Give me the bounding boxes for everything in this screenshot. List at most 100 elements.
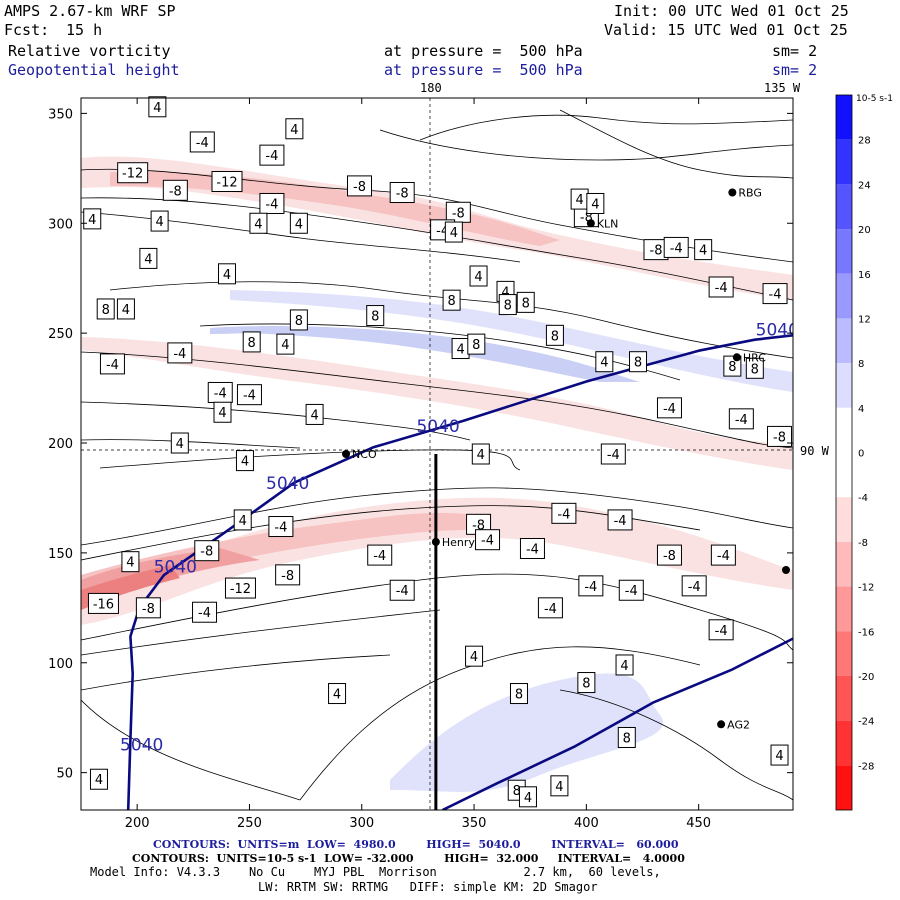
vorticity-value-label: -4 (663, 236, 689, 258)
station-name: Henry (442, 536, 476, 549)
vorticity-value-label: -8 (162, 179, 188, 201)
vorticity-label-text: 4 (155, 215, 163, 230)
vorticity-label-box (268, 516, 294, 538)
vorticity-contour-line (81, 351, 793, 449)
colorbar-segment (836, 631, 852, 676)
colorbar-tick-label: 4 (858, 404, 864, 415)
vorticity-label-box (537, 597, 563, 619)
vorticity-label-text: 4 (775, 749, 783, 764)
vorticity-label-text: -4 (274, 521, 287, 536)
vorticity-label-box (87, 592, 119, 614)
vorticity-value-label: -4 (475, 529, 501, 551)
vorticity-label-box (444, 221, 463, 243)
vorticity-label-box (617, 726, 636, 748)
vorticity-label-box (89, 768, 108, 790)
vorticity-value-label: 8 (629, 351, 648, 373)
vorticity-label-box (194, 540, 220, 562)
vorticity-value-label: -4 (259, 144, 285, 166)
vorticity-contour-line (81, 197, 793, 301)
station-dot (717, 720, 726, 729)
vorticity-label-box (217, 263, 236, 285)
colorbar-segment (836, 184, 852, 230)
vorticity-label-text: -12 (216, 176, 237, 191)
vorticity-label-text: -8 (281, 569, 294, 584)
vorticity-contour-line (81, 699, 301, 801)
colorbar-segment (836, 675, 852, 721)
vorticity-value-label: -8 (194, 540, 220, 562)
vorticity-value-label: 4 (328, 683, 347, 705)
vorticity-value-label: 4 (465, 645, 484, 667)
colorbar-tick-label: -16 (858, 627, 874, 638)
vorticity-label-box (607, 509, 633, 531)
vorticity-value-label: -8 (389, 181, 415, 203)
vorticity-value-label: 4 (595, 351, 614, 373)
vorticity-label-box (656, 544, 682, 566)
colorbar-segment (836, 765, 852, 810)
height-contour-5040 (442, 637, 793, 810)
colorbar-segment (836, 497, 852, 542)
vorticity-label-text: 4 (254, 217, 262, 232)
vorticity-value-label: 4 (150, 210, 169, 232)
colorbar-tick-label: -24 (858, 717, 874, 728)
colorbar-tick-label: 8 (858, 359, 864, 370)
vorticity-label-box (275, 564, 301, 586)
vorticity-label-text: 4 (333, 688, 341, 703)
vorticity-label-text: -4 (481, 534, 494, 549)
vorticity-value-label: 8 (745, 357, 764, 379)
vorticity-value-label: -4 (367, 544, 393, 566)
vorticity-contour-line (199, 323, 681, 381)
vorticity-label-box (545, 324, 564, 346)
forecast-value: 15 h (66, 21, 103, 39)
vorticity-label-box (663, 236, 689, 258)
vorticity-label-text: 4 (218, 406, 226, 421)
vorticity-fill-band (81, 513, 480, 600)
vorticity-label-box (509, 683, 528, 705)
vorticity-label-text: 8 (515, 688, 523, 703)
plot-frame (80, 97, 794, 811)
vorticity-value-label: -4 (600, 443, 626, 465)
vorticity-value-label: 4 (233, 509, 252, 531)
vorticity-label-box (516, 291, 535, 313)
x-axis-tick-label: 200 (125, 816, 150, 831)
vorticity-value-label: -4 (389, 579, 415, 601)
vorticity-value-label: 4 (444, 221, 463, 243)
y-axis-tick-label: 150 (48, 547, 73, 562)
vorticity-contour-line (81, 654, 391, 691)
vorticity-label-text: -4 (265, 149, 278, 164)
station-kln: KLN (586, 217, 618, 230)
colorbar-segment (836, 318, 852, 364)
y-axis-tick-label: 200 (48, 437, 73, 452)
vorticity-label-box (600, 443, 626, 465)
height-contour-label: 5040 (266, 474, 309, 494)
vorticity-label-box (259, 144, 285, 166)
footer-vorticity-contours: CONTOURS: UNITS=10-5 s-1 LOW= -32.000 HI… (132, 852, 685, 865)
vorticity-label-text: -4 (265, 197, 278, 212)
station-name: AG2 (727, 718, 750, 731)
vorticity-value-label: -8 (445, 201, 471, 223)
station-dot-edge (782, 566, 790, 574)
model-title: AMPS 2.67-km WRF SP (4, 2, 176, 20)
vorticity-label-text: -4 (243, 389, 256, 404)
vorticity-label-text: 4 (144, 252, 152, 267)
vorticity-label-text: -4 (584, 580, 597, 595)
colorbar-unit-label: 10-5 s-1 (856, 94, 893, 104)
vorticity-value-label: -4 (762, 283, 788, 305)
vorticity-label-box (117, 162, 149, 184)
vorticity-label-box (367, 544, 393, 566)
vorticity-value-label: 4 (471, 443, 490, 465)
vorticity-contour-line (559, 109, 793, 179)
vorticity-label-text: -4 (769, 288, 782, 303)
vorticity-label-box (224, 577, 256, 599)
vorticity-label-text: 4 (575, 193, 583, 208)
colorbar-tick-label: -4 (858, 493, 868, 504)
vorticity-value-label: -8 (643, 239, 669, 261)
vorticity-label-box (629, 351, 648, 373)
vorticity-value-label: 8 (442, 289, 461, 311)
y-axis-tick-label: 100 (48, 657, 73, 672)
vorticity-value-label: -4 (167, 342, 193, 364)
vorticity-label-text: 4 (153, 101, 161, 116)
vorticity-label-text: 8 (551, 329, 559, 344)
latitude-90w-label: 90 W (800, 444, 829, 458)
vorticity-fill-band (81, 337, 793, 470)
vorticity-label-box (467, 333, 486, 355)
